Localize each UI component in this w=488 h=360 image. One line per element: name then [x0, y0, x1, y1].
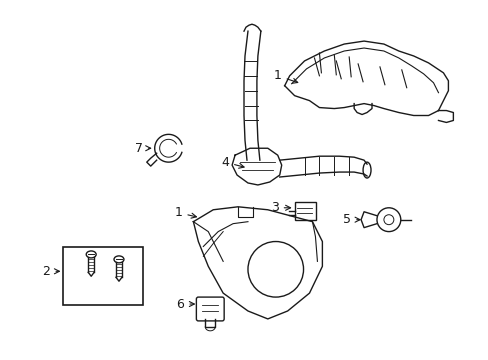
Text: 3: 3 [270, 201, 290, 214]
Text: 4: 4 [221, 156, 244, 168]
Text: 1: 1 [273, 69, 297, 83]
Text: 1: 1 [174, 206, 196, 219]
Bar [294, 202, 316, 220]
Text: 7: 7 [135, 142, 150, 155]
Text: 5: 5 [343, 213, 359, 226]
Bar [63, 247, 142, 305]
Text: 6: 6 [176, 297, 194, 311]
Text: 2: 2 [42, 265, 59, 278]
